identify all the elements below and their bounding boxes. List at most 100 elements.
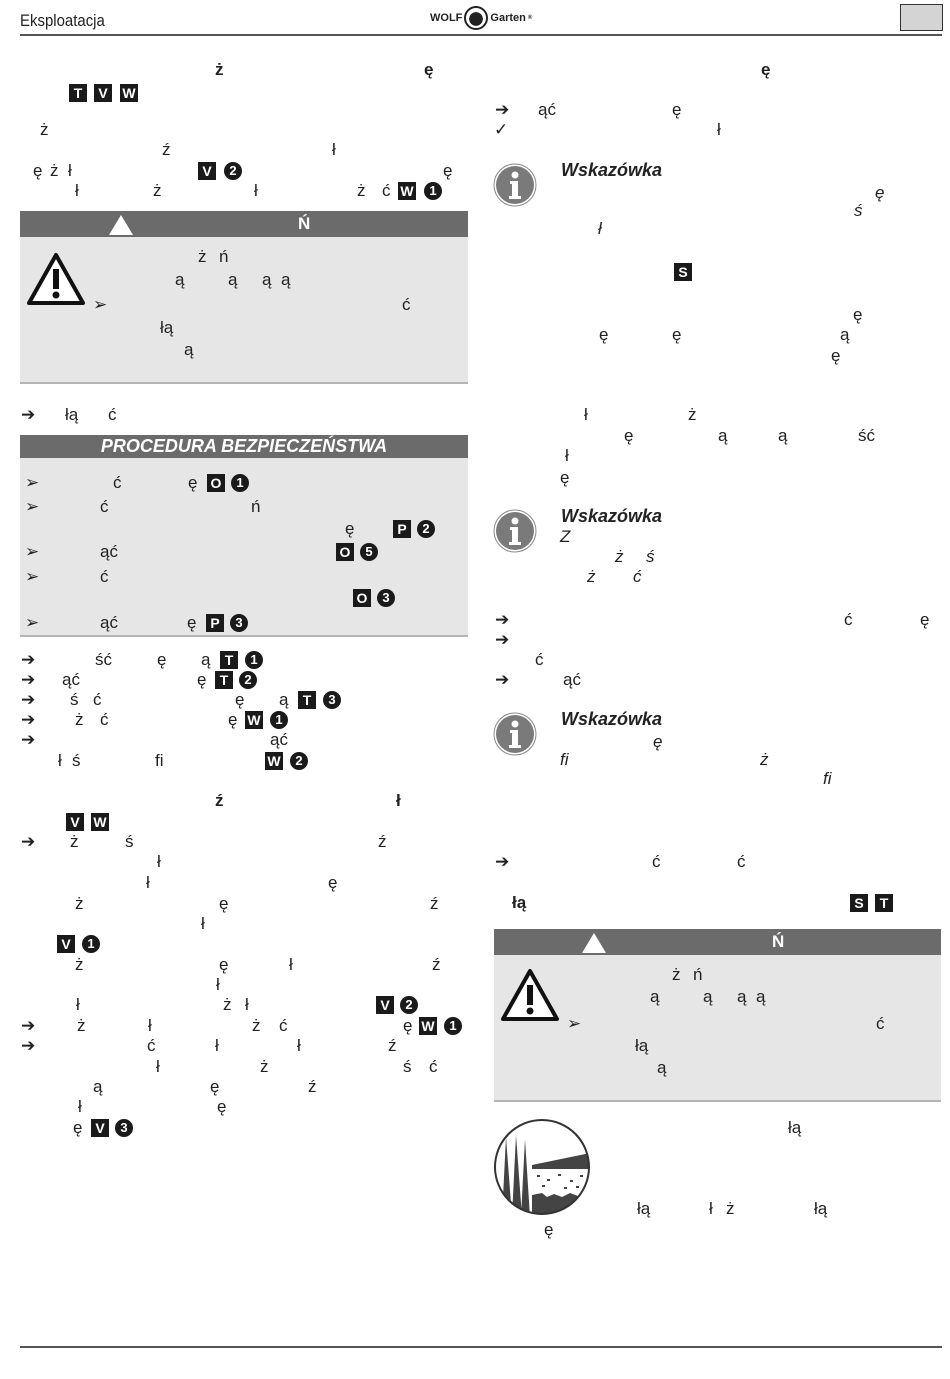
text-fragment: ł <box>146 873 150 892</box>
text-fragment: ą <box>279 690 289 709</box>
text-fragment: łą <box>65 405 79 424</box>
figure-reference-badge: P <box>206 614 224 632</box>
text-fragment: ć <box>876 1014 885 1033</box>
text-fragment: ę <box>235 690 245 709</box>
text-fragment: łą <box>160 318 174 337</box>
arrow-bullet-icon: ➔ <box>21 690 36 709</box>
text-fragment: ź <box>162 140 171 159</box>
text-fragment: ę <box>328 873 338 892</box>
text-fragment: ł <box>75 181 79 200</box>
callout-number: 1 <box>270 711 288 729</box>
text-fragment: ę <box>653 732 663 751</box>
wolf-garten-logo: WOLF Garten ® <box>430 4 532 32</box>
figure-reference-badge: V <box>57 935 75 953</box>
note-title: Wskazówka <box>561 160 663 180</box>
text-fragment: fi <box>560 750 569 769</box>
arrowhead-bullet-icon: ➢ <box>567 1014 582 1033</box>
text-fragment: ę <box>73 1118 83 1137</box>
text-fragment: ć <box>93 690 102 709</box>
info-icon <box>493 712 537 756</box>
callout-number: 1 <box>245 651 263 669</box>
text-fragment: ś <box>854 201 863 220</box>
text-fragment: ę <box>219 894 229 913</box>
text-fragment: ć <box>844 610 853 629</box>
figure-reference-badge: W <box>91 813 109 831</box>
arrowhead-bullet-icon: ➢ <box>25 542 40 561</box>
text-fragment: ł <box>245 995 249 1014</box>
figure-reference-badge: V <box>94 84 112 102</box>
text-fragment: ą <box>718 426 728 445</box>
figure-reference-badge: W <box>245 711 263 729</box>
callout-number: 3 <box>323 691 341 709</box>
figure-reference-badge: V <box>198 162 216 180</box>
arrow-bullet-icon: ➔ <box>21 1036 36 1055</box>
arrow-bullet-icon: ➔ <box>21 1016 36 1035</box>
figure-reference-badge: W <box>120 84 138 102</box>
text-fragment: ż <box>260 1057 269 1076</box>
text-fragment: ż <box>70 832 79 851</box>
figure-reference-badge: V <box>376 996 394 1014</box>
text-fragment: ąć <box>538 100 556 119</box>
text-fragment: ę <box>761 60 771 79</box>
figure-reference-badge: T <box>298 691 316 709</box>
text-fragment: ę <box>187 613 197 632</box>
text-fragment: ż <box>615 547 624 566</box>
text-fragment: ę <box>875 183 885 202</box>
text-fragment: łą <box>637 1199 651 1218</box>
text-fragment: ż <box>198 247 207 266</box>
text-fragment: ą <box>778 426 788 445</box>
warning-header-letter: Ń <box>772 932 785 951</box>
arrow-bullet-icon: ➔ <box>495 670 510 689</box>
callout-number: 1 <box>231 474 249 492</box>
text-fragment: łą <box>814 1199 828 1218</box>
text-fragment: ż <box>760 750 769 769</box>
figure-reference-badge: O <box>336 543 354 561</box>
warning-header: Ń <box>20 211 468 237</box>
text-fragment: łą <box>635 1036 649 1055</box>
text-fragment: ź <box>388 1036 397 1055</box>
text-fragment: ż <box>75 710 84 729</box>
arrow-bullet-icon: ➔ <box>495 610 510 629</box>
text-fragment: ę <box>853 305 863 324</box>
text-fragment: ż <box>587 567 596 586</box>
text-fragment: ę <box>560 468 570 487</box>
text-fragment: fi <box>823 769 832 788</box>
warning-triangle-icon <box>501 969 559 1021</box>
text-fragment: ł <box>148 1016 152 1035</box>
text-fragment: ą <box>650 987 660 1006</box>
text-fragment: ść <box>858 426 875 445</box>
note-title: Wskazówka <box>561 506 663 526</box>
text-fragment: fi <box>155 751 164 770</box>
text-fragment: ś <box>72 751 81 770</box>
text-fragment: ł <box>78 1097 82 1116</box>
callout-number: 2 <box>417 520 435 538</box>
text-fragment: ź <box>430 894 439 913</box>
text-fragment: ć <box>113 473 122 492</box>
warning-triangle-icon <box>27 253 85 305</box>
callout-number: 1 <box>82 935 100 953</box>
text-fragment: ę <box>345 519 355 538</box>
callout-number: 2 <box>239 671 257 689</box>
text-fragment: ż <box>77 1016 86 1035</box>
text-fragment: ą <box>93 1077 103 1096</box>
text-fragment: ę <box>210 1077 220 1096</box>
arrow-bullet-icon: ➔ <box>21 730 36 749</box>
arrow-bullet-icon: ➔ <box>21 670 36 689</box>
logo-text-left: WOLF <box>430 12 463 24</box>
check-icon: ✓ <box>494 120 509 139</box>
text-fragment: ą <box>175 270 185 289</box>
text-fragment: ł <box>709 1199 713 1218</box>
warning-small-icon <box>109 215 133 235</box>
figure-reference-badge: V <box>66 813 84 831</box>
figure-reference-badge: P <box>393 520 411 538</box>
wolf-head-icon <box>464 6 489 30</box>
text-fragment: ść <box>95 650 112 669</box>
figure-reference-badge: V <box>91 1119 109 1137</box>
text-fragment: ź <box>378 832 387 851</box>
warning-header-right: Ń <box>494 929 941 955</box>
text-fragment: ąć <box>563 670 581 689</box>
text-fragment: ę <box>599 325 609 344</box>
footer-divider <box>20 1346 942 1348</box>
text-fragment: ł <box>565 446 569 465</box>
figure-reference-badge: W <box>398 182 416 200</box>
